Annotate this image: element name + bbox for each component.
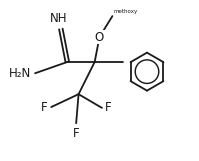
Text: O: O (95, 31, 104, 43)
Text: F: F (105, 101, 112, 114)
Text: F: F (73, 127, 79, 140)
Text: F: F (41, 101, 48, 114)
Text: methoxy: methoxy (114, 9, 138, 14)
Text: H₂N: H₂N (9, 67, 31, 80)
Text: NH: NH (50, 12, 67, 25)
